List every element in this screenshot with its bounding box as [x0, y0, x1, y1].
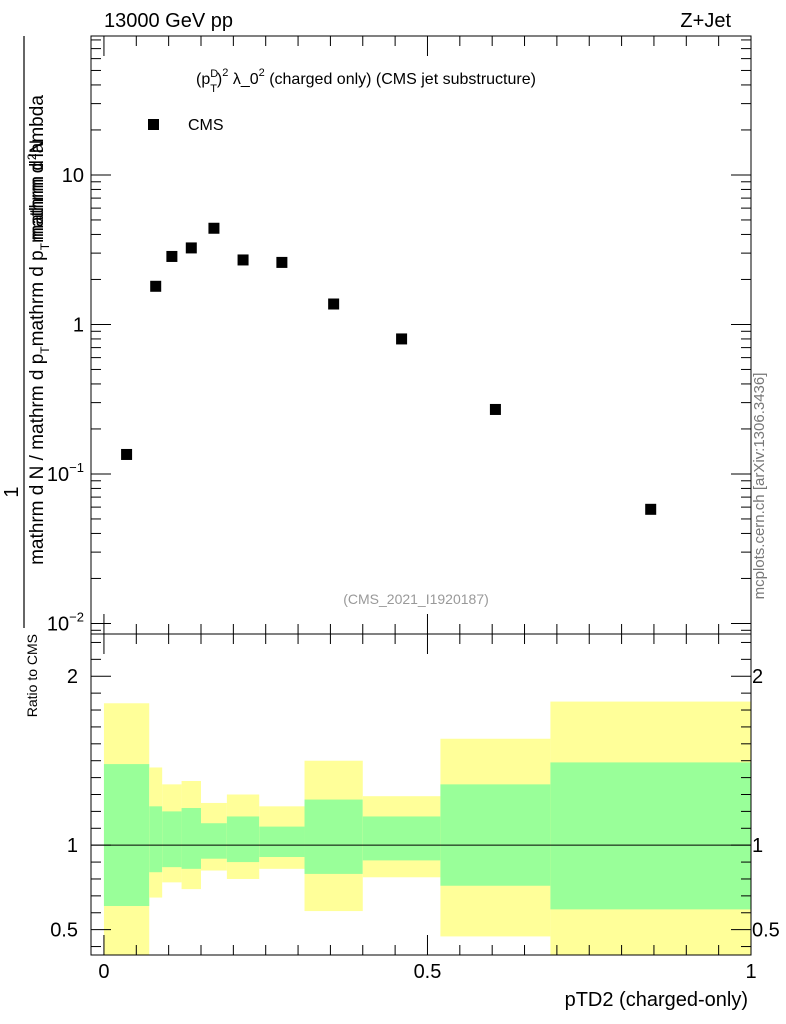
- y-axis-label-top: mathrm d2N: [25, 140, 48, 241]
- legend-marker: [148, 119, 159, 130]
- data-point: [489, 403, 501, 415]
- inner-uncertainty-band: [304, 799, 363, 874]
- y-axis-label-numerator: 1: [1, 486, 23, 497]
- inner-uncertainty-band: [201, 823, 227, 859]
- ratio-y-axis-label: Ratio to CMS: [24, 634, 40, 717]
- title-sup-2: 2: [222, 67, 228, 79]
- y-tick-label-base: 10: [47, 464, 69, 486]
- ratio-bands: [103, 701, 751, 955]
- ylabel-part: mathrm d p: [27, 250, 48, 346]
- x-tick-label: 0: [98, 961, 109, 983]
- ratio-y-tick-label: 1: [67, 835, 78, 857]
- data-point: [645, 503, 657, 515]
- ylabel-sub-t: T: [38, 346, 52, 354]
- ratio-y-tick-label: 0.5: [50, 920, 78, 942]
- ylabel-sub-t: T: [38, 242, 52, 250]
- data-point: [396, 333, 408, 345]
- data-point: [237, 254, 249, 266]
- y-tick-label: 1: [73, 314, 84, 336]
- y-tick-label: 10: [62, 165, 84, 187]
- ratio-y-tick-label-right: 0.5: [752, 920, 780, 942]
- legend-label: CMS: [188, 117, 224, 134]
- data-point: [185, 242, 197, 254]
- title-sup-d: D: [210, 68, 218, 80]
- inner-uncertainty-band: [162, 811, 182, 868]
- ylabel-part: mathrm d N / mathrm d p: [27, 354, 48, 565]
- ratio-plot-panel: 0.5 0.5 1 1 2 2 0 0.5 1 Ratio to CMS pTD2 (charg…: [24, 633, 780, 1011]
- inner-uncertainty-band: [226, 816, 260, 863]
- y-tick-label-exp: −2: [69, 609, 84, 624]
- data-point: [121, 448, 133, 460]
- ratio-y-tick-label-right: 1: [752, 835, 763, 857]
- title-part: (p: [196, 71, 210, 88]
- data-point: [276, 256, 288, 268]
- title-part: λ_0: [228, 71, 258, 88]
- analysis-watermark: (CMS_2021_I1920187): [343, 591, 489, 607]
- ylabel-top-sup: 2: [25, 153, 39, 160]
- ratio-plot-ticks: [91, 634, 752, 955]
- plot-title: (pD T)2 λ_02 (charged only) (CMS jet subs…: [196, 67, 536, 95]
- y-tick-label: 10−1: [47, 460, 84, 486]
- y-tick-label-base: 10: [47, 613, 69, 635]
- ratio-y-tick-label: 2: [67, 666, 78, 688]
- data-markers: [121, 222, 657, 515]
- ylabel-top-part: N: [27, 140, 48, 154]
- ratio-y-tick-label-right: 2: [752, 666, 763, 688]
- title-sup-2b: 2: [259, 67, 265, 79]
- x-axis-label: pTD2 (charged-only): [565, 989, 748, 1011]
- y-tick-label-exp: −1: [69, 460, 84, 475]
- data-point: [328, 298, 340, 310]
- title-sub-t: T: [210, 83, 217, 95]
- main-plot-ticks: [91, 36, 752, 634]
- ratio-tick-labels: 0.5 0.5 1 1 2 2 0 0.5 1: [50, 666, 780, 983]
- y-axis-label-denominator: mathrm d N / mathrm d pTmathrm d pTmathr…: [27, 95, 52, 565]
- x-tick-label: 1: [745, 961, 756, 983]
- title-part: (charged only) (CMS jet substructure): [265, 71, 536, 88]
- y-tick-label: 10−2: [47, 609, 84, 635]
- header-right-label: Z+Jet: [680, 10, 731, 32]
- ylabel-part: mathrm d lambda: [27, 95, 48, 243]
- inner-uncertainty-band: [362, 816, 441, 861]
- inner-uncertainty-band: [149, 806, 163, 873]
- data-point: [150, 280, 162, 292]
- inner-uncertainty-band: [550, 762, 751, 910]
- side-source-label: mcplots.cern.ch [arXiv:1306.3436]: [751, 373, 768, 600]
- inner-uncertainty-band: [181, 808, 201, 869]
- ylabel-top-part: mathrm d: [27, 160, 48, 240]
- inner-uncertainty-band: [259, 826, 305, 858]
- inner-uncertainty-band: [440, 784, 551, 886]
- header-left-label: 13000 GeV pp: [104, 10, 233, 32]
- y-axis-label: 1 mathrm d N / mathrm d pTmathrm d pTmat…: [1, 36, 52, 628]
- data-point: [208, 222, 220, 234]
- data-point: [166, 250, 178, 262]
- inner-uncertainty-band: [103, 764, 150, 907]
- title-part: ): [217, 71, 222, 88]
- x-tick-label: 0.5: [414, 961, 442, 983]
